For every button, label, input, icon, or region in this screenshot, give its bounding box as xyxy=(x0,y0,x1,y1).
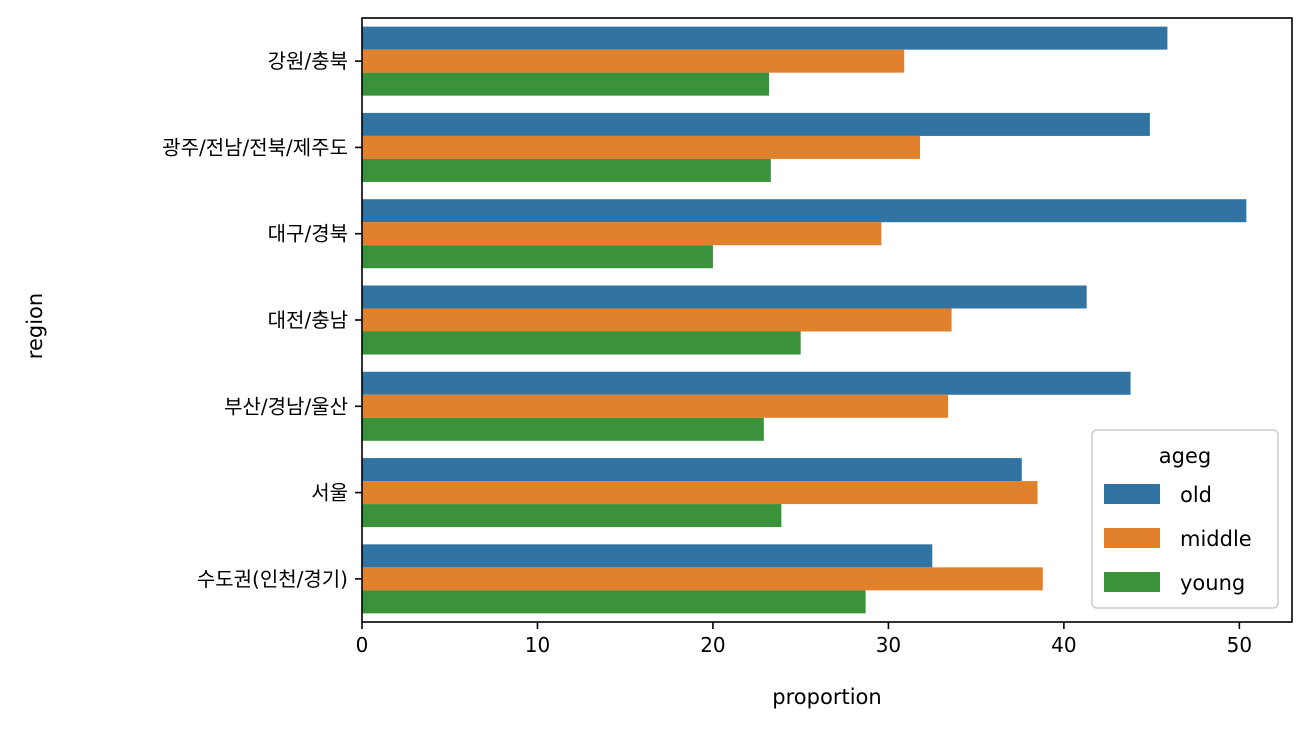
bar-middle xyxy=(362,394,949,418)
bar-old xyxy=(362,544,933,568)
bar-young xyxy=(362,331,801,355)
y-tick-label: 강원/충북 xyxy=(268,49,348,73)
bars-layer xyxy=(362,26,1247,614)
bar-young xyxy=(362,504,782,528)
bar-old xyxy=(362,371,1131,395)
x-tick-label: 30 xyxy=(876,633,901,657)
y-tick-label: 수도권(인천/경기) xyxy=(197,567,348,591)
x-tick-label: 40 xyxy=(1051,633,1076,657)
bar-young xyxy=(362,590,866,614)
legend-label-middle: middle xyxy=(1180,527,1252,551)
x-axis: 0 10 20 30 40 50 xyxy=(356,622,1252,657)
legend-swatch-old xyxy=(1104,484,1160,504)
y-axis: 강원/충북광주/전남/전북/제주도대구/경북대전/충남부산/경남/울산서울수도권… xyxy=(162,49,362,591)
y-tick-label: 서울 xyxy=(311,481,348,505)
bar-middle xyxy=(362,49,905,73)
bar-middle xyxy=(362,135,920,159)
bar-young xyxy=(362,158,771,182)
bar-old xyxy=(362,26,1168,50)
y-tick-label: 부산/경남/울산 xyxy=(224,394,348,418)
bar-young xyxy=(362,245,713,269)
x-tick-label: 20 xyxy=(700,633,725,657)
bar-old xyxy=(362,285,1087,309)
legend: ageg old middle young xyxy=(1091,429,1279,609)
y-tick-label: 대구/경북 xyxy=(268,222,348,246)
legend-label-young: young xyxy=(1180,571,1245,595)
bar-old xyxy=(362,458,1022,482)
bar-middle xyxy=(362,481,1038,505)
y-axis-title: region xyxy=(23,293,47,359)
bar-middle xyxy=(362,222,882,246)
legend-title: ageg xyxy=(1159,444,1211,468)
x-tick-label: 50 xyxy=(1227,633,1252,657)
legend-box xyxy=(1091,429,1279,609)
y-tick-label: 대전/충남 xyxy=(268,308,348,332)
legend-items: old middle young xyxy=(1104,483,1252,595)
bar-young xyxy=(362,417,764,441)
x-tick-label: 0 xyxy=(356,633,369,657)
x-axis-title: proportion xyxy=(772,685,881,709)
bar-middle xyxy=(362,567,1043,591)
bar-old xyxy=(362,199,1247,223)
y-tick-label: 광주/전남/전북/제주도 xyxy=(162,135,348,159)
bar-old xyxy=(362,112,1150,136)
legend-swatch-middle xyxy=(1104,528,1160,548)
legend-swatch-young xyxy=(1104,572,1160,592)
bar-young xyxy=(362,72,770,96)
x-tick-label: 10 xyxy=(525,633,550,657)
bar-middle xyxy=(362,308,952,332)
legend-label-old: old xyxy=(1180,483,1212,507)
